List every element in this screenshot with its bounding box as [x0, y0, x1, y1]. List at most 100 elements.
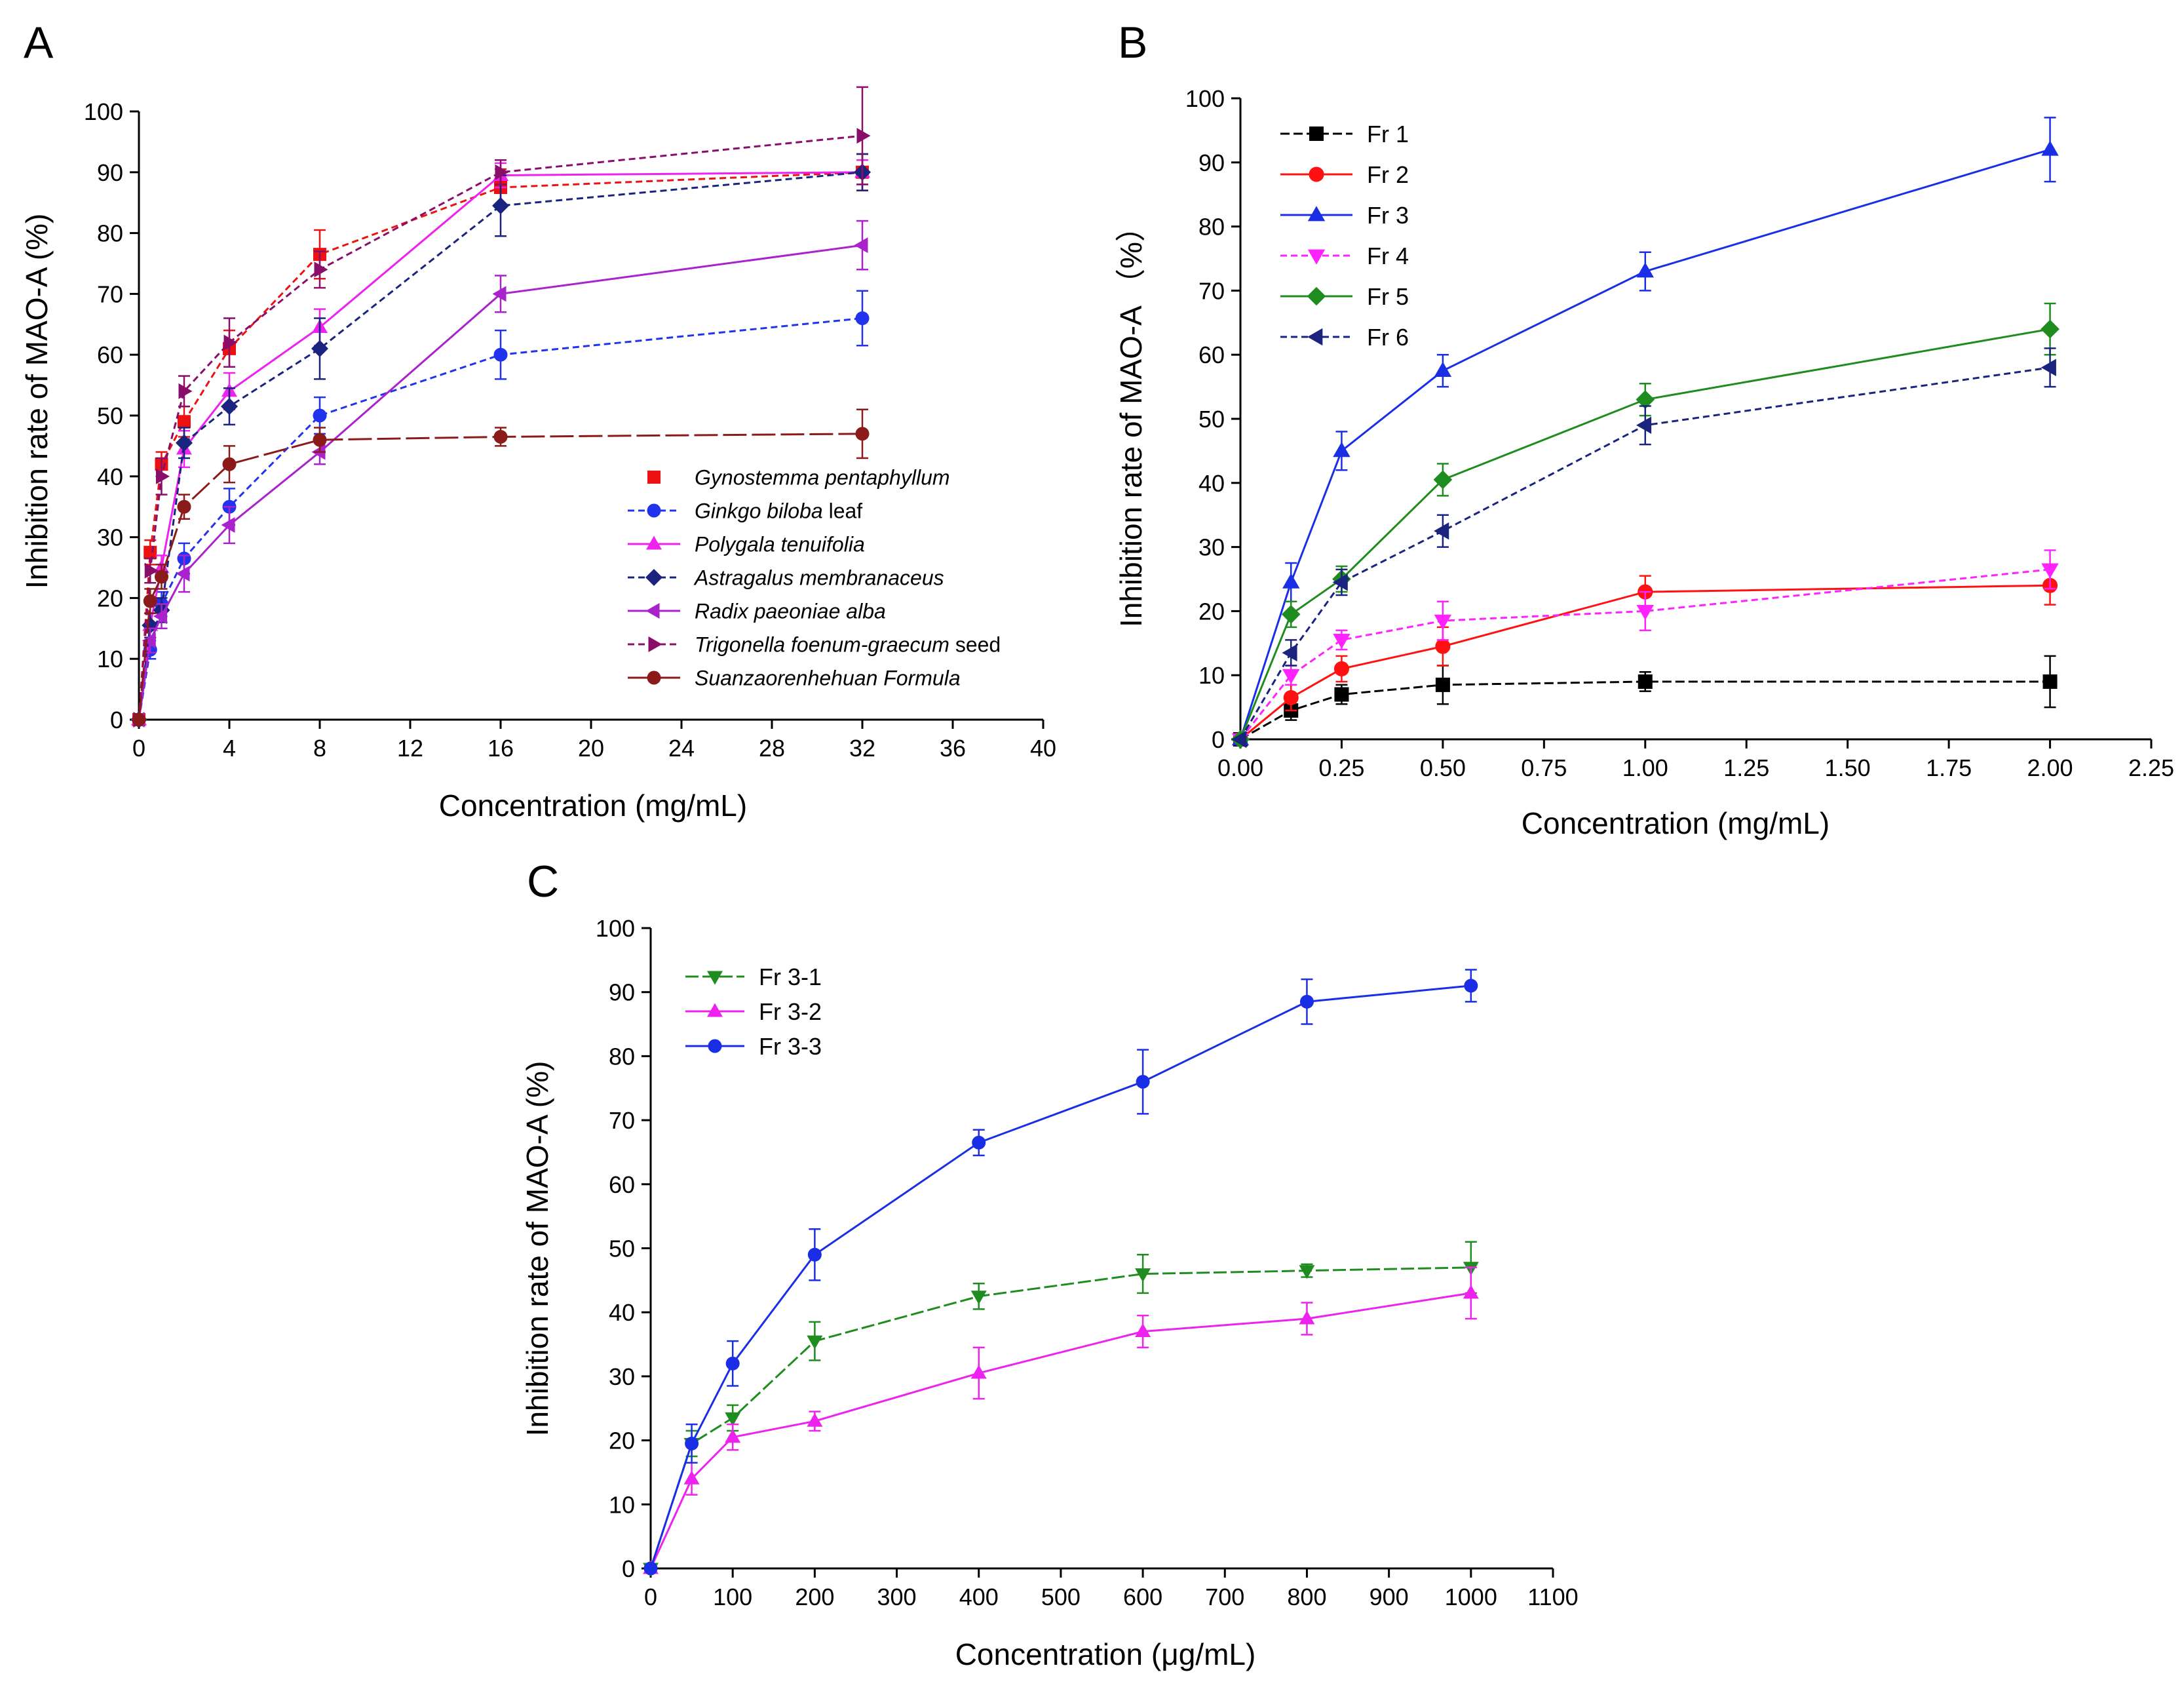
panel-a-legend-entry-ginkgo-biloba-leaf: Ginkgo biloba leaf — [628, 499, 862, 523]
panel-b-series-fr-4-line — [1239, 568, 2050, 740]
panel-a-legend-marker — [648, 636, 662, 652]
panel-b-series-fr-6-point — [1636, 416, 1652, 434]
panel-a-series-gynostemma-pentaphyllum-point — [144, 545, 157, 559]
panel-c-y-tick-label: 70 — [609, 1107, 635, 1134]
panel-a-x-tick-label: 4 — [223, 735, 236, 762]
panel-a-legend-label: Suanzaorenhehuan Formula — [695, 667, 961, 690]
panel-a-series-radix-paeoniae-alba-point — [153, 608, 167, 625]
panel-a-legend-label-italic: Ginkgo biloba — [695, 499, 823, 523]
panel-a-legend-marker — [647, 671, 661, 685]
panel-b-legend-marker — [1309, 166, 1324, 182]
panel-c-series-fr-3-2-line — [649, 1292, 1472, 1569]
panel-b-y-tick-label: 0 — [1212, 726, 1225, 753]
panel-b-series-fr-5-point — [2040, 319, 2059, 339]
panel-a-label: A — [24, 18, 54, 68]
panel-b-legend-label: Fr 4 — [1367, 243, 1409, 269]
panel-a-y-tick-label: 10 — [97, 646, 123, 672]
panel-b-series-fr-3-point — [1282, 573, 1300, 589]
panel-b-series-fr-5-point — [1636, 390, 1655, 409]
panel-b-series-fr-5-point — [1281, 604, 1301, 624]
panel-a-x-tick-label: 32 — [849, 735, 875, 762]
panel-a-series-suanzaorenhehuan-formula-point — [155, 570, 168, 584]
panel-a-legend-marker — [645, 569, 662, 586]
panel-b-y-tick-label: 100 — [1185, 85, 1225, 112]
panel-b-legend-label: Fr 3 — [1367, 202, 1409, 229]
panel-a-series-ginkgo-biloba-leaf-point — [855, 311, 870, 326]
panel-a-series-suanzaorenhehuan-formula-point — [855, 427, 870, 441]
panel-a-series-suanzaorenhehuan-formula-point — [143, 594, 157, 608]
panel-c-x-tick-label: 100 — [713, 1584, 752, 1610]
panel-c-x-tick-label: 600 — [1123, 1584, 1162, 1610]
panel-a-chart: A Concentration (mg/mL) Inhibition rate … — [20, 18, 1056, 823]
panel-c-x-tick-label: 1000 — [1445, 1584, 1497, 1610]
panel-b-y-tick-label: 10 — [1198, 662, 1225, 689]
panel-c-legend-label-plain: Fr 3-1 — [759, 963, 822, 990]
panel-b-plot-area: 0.00 0.25 0.50 0.75 1.00 1.25 1.50 1.75 2.00 2.25… — [1185, 85, 2174, 781]
panel-b-x-tick-label: 1.50 — [1825, 754, 1871, 781]
panel-c-legend-label: Fr 3-3 — [759, 1033, 822, 1060]
panel-b-y-tick-label: 50 — [1198, 406, 1225, 433]
panel-b-x-tick-label: 0.25 — [1318, 754, 1364, 781]
panel-c-y-tick-label: 60 — [609, 1171, 635, 1198]
panel-b-y-tick-label: 80 — [1198, 214, 1225, 241]
panel-a-series-trigonella-foenum-graecum-seed-point — [144, 562, 159, 579]
panel-b-x-tick-label: 0.00 — [1217, 754, 1263, 781]
panel-c-series-fr-3-1-point — [807, 1335, 823, 1350]
panel-c-x-tick-label: 1100 — [1527, 1584, 1578, 1610]
panel-c-label: C — [527, 857, 559, 906]
panel-c-x-tick-label: 500 — [1041, 1584, 1081, 1610]
panel-b-legend-label-plain: Fr 4 — [1367, 243, 1409, 269]
panel-c-x-tick-label: 400 — [959, 1584, 999, 1610]
panel-c-x-tick-label: 300 — [877, 1584, 917, 1610]
panel-c-legend-entry-fr-3-1: Fr 3-1 — [685, 963, 822, 990]
panel-a-legend-marker — [647, 471, 661, 484]
panel-c-x-tick-label: 0 — [644, 1584, 657, 1610]
panel-a-series-radix-paeoniae-alba-point — [492, 286, 507, 302]
panel-b-x-tick-label: 0.75 — [1521, 754, 1567, 781]
panel-c-legend-marker — [708, 1039, 722, 1053]
panel-b-series-fr-1-line — [1240, 680, 2050, 741]
panel-a-series-suanzaorenhehuan-formula-point — [313, 433, 327, 447]
panel-c-series-fr-3-3-point — [685, 1436, 699, 1450]
panel-c-series-fr-3-2-point — [683, 1470, 700, 1485]
panel-c-y-tick-label: 80 — [609, 1043, 635, 1070]
panel-c-series-fr-3-1-point — [1135, 1268, 1151, 1283]
panel-c-plot-area: 0 100 200 300 400 500 600 700 800 900 1000 1100 0 10 2… — [596, 915, 1579, 1610]
panel-b-series-fr-5-point — [1433, 470, 1453, 490]
panel-a-x-tick-label: 0 — [132, 735, 145, 762]
panel-c-series-fr-3-2-point — [970, 1365, 987, 1379]
panel-b-series-fr-2-point — [1333, 661, 1349, 676]
panel-c-y-tick-label: 50 — [609, 1235, 635, 1262]
panel-c-series-fr-3-2-point — [1463, 1285, 1479, 1299]
panel-a-plot-area: 0 4 8 12 16 20 24 28 32 36 40 0 10 20 30 40 50 60 70 80 90 10… — [84, 86, 1056, 762]
panel-a-y-tick-label: 30 — [97, 524, 123, 551]
panel-b-series-fr-6-point — [1231, 730, 1247, 748]
panel-b-legend-label: Fr 2 — [1367, 161, 1409, 188]
panel-b-legend-label-plain: Fr 1 — [1367, 121, 1409, 147]
panel-b-legend-entry-fr-1: Fr 1 — [1280, 121, 1409, 147]
panel-a-series-radix-paeoniae-alba-point — [142, 632, 156, 649]
panel-a-series-polygala-tenuifolia-line — [138, 171, 863, 720]
panel-a-series-trigonella-foenum-graecum-seed-point — [178, 383, 193, 399]
panel-a-y-tick-label: 50 — [97, 402, 123, 429]
panel-c-legend-label-plain: Fr 3-3 — [759, 1033, 822, 1060]
panel-a-legend-marker — [645, 603, 660, 619]
panel-c-legend-label: Fr 3-1 — [759, 963, 822, 990]
panel-b-series-fr-4-point — [2041, 563, 2059, 579]
panel-b-legend-label: Fr 6 — [1367, 324, 1409, 351]
panel-a-y-axis-label: Inhibition rate of MAO-A (%) — [20, 214, 54, 589]
panel-a-series-radix-paeoniae-alba-point — [854, 237, 868, 254]
panel-b-series-fr-4-point — [1282, 669, 1300, 684]
panel-b-legend-label-plain: Fr 3 — [1367, 202, 1409, 229]
panel-b-x-tick-label: 0.50 — [1420, 754, 1466, 781]
panel-a-series-gynostemma-pentaphyllum-point — [178, 415, 191, 429]
panel-a-legend-marker — [647, 503, 661, 518]
panel-b-x-tick-label: 2.00 — [2027, 754, 2073, 781]
panel-a-series-astragalus-membranaceus-point — [176, 434, 193, 452]
panel-a-series-gynostemma-pentaphyllum-line — [138, 171, 863, 720]
panel-b-legend-label: Fr 5 — [1367, 283, 1409, 310]
panel-c-series-fr-3-3 — [643, 969, 1478, 1576]
panel-b-series-fr-3 — [1231, 117, 2059, 746]
